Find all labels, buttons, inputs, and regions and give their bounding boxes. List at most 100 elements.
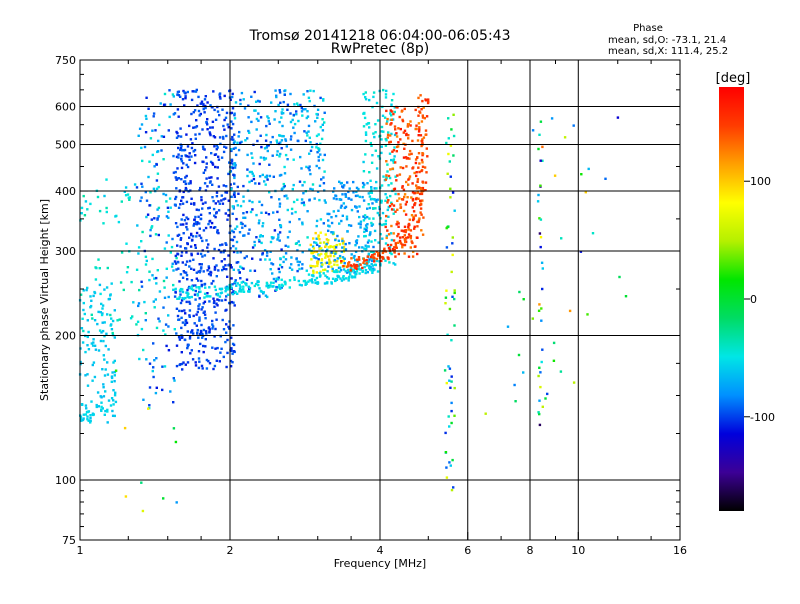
data-point (257, 119, 260, 122)
data-point (113, 394, 117, 397)
data-point (560, 237, 563, 240)
data-point (230, 347, 233, 350)
data-point (173, 203, 177, 206)
data-point (387, 233, 391, 236)
data-point (230, 148, 233, 151)
data-point (409, 246, 412, 249)
data-point (215, 293, 218, 296)
data-point (178, 296, 181, 299)
data-point (306, 210, 309, 213)
data-point (178, 280, 181, 283)
data-point (209, 295, 212, 298)
data-point (217, 248, 221, 252)
data-point (201, 367, 204, 370)
data-point (280, 139, 284, 142)
data-point (132, 301, 135, 304)
data-point (279, 287, 282, 290)
data-point (229, 247, 232, 250)
data-point (386, 208, 389, 212)
data-point (233, 193, 236, 196)
data-point (363, 116, 367, 120)
data-point (184, 319, 188, 322)
data-point (453, 386, 456, 390)
data-point (290, 207, 294, 211)
data-point (235, 199, 238, 203)
data-point (377, 254, 380, 257)
data-point (403, 225, 407, 228)
data-point (339, 277, 342, 280)
data-point (269, 250, 272, 253)
data-point (604, 177, 607, 180)
data-point (203, 292, 207, 295)
data-point (86, 335, 89, 339)
data-point (444, 431, 447, 435)
data-point (201, 336, 204, 339)
data-point (204, 286, 207, 289)
data-point (216, 177, 219, 180)
data-point (214, 288, 217, 292)
data-point (231, 95, 234, 99)
data-point (223, 94, 226, 98)
data-point (361, 195, 364, 199)
data-point (389, 140, 392, 144)
data-point (517, 353, 521, 357)
data-point (283, 172, 287, 175)
data-point (314, 281, 317, 285)
data-point (358, 268, 362, 271)
data-point (450, 339, 453, 342)
data-point (326, 270, 329, 273)
data-point (89, 304, 93, 308)
data-point (84, 413, 87, 416)
data-point (540, 261, 544, 264)
data-point (294, 210, 297, 214)
data-point (293, 131, 296, 135)
data-point (418, 170, 421, 174)
data-point (372, 217, 375, 220)
data-point (177, 94, 181, 97)
data-point (204, 189, 208, 192)
data-point (79, 415, 83, 419)
data-point (194, 215, 197, 219)
data-point (322, 268, 325, 272)
data-point (236, 292, 239, 295)
data-point (257, 222, 261, 225)
data-point (448, 367, 452, 370)
data-point (362, 215, 365, 218)
data-point (315, 276, 319, 280)
data-point (352, 180, 355, 184)
data-point (167, 216, 170, 219)
data-point (142, 398, 145, 401)
data-point (224, 116, 228, 119)
data-point (392, 149, 396, 152)
data-point (315, 250, 319, 253)
data-point (372, 95, 375, 99)
data-point (182, 232, 185, 235)
data-point (248, 286, 252, 290)
x-tick-label: 16 (673, 544, 687, 557)
data-point (233, 176, 236, 180)
data-point (324, 256, 327, 259)
data-point (219, 243, 222, 247)
data-point (388, 261, 391, 264)
data-point (303, 203, 306, 207)
data-point (311, 188, 314, 191)
colorbar-tick-label: -100 (750, 411, 775, 424)
data-point (181, 368, 184, 371)
data-point (335, 270, 338, 274)
data-point (541, 287, 544, 291)
data-point (413, 192, 416, 195)
data-point (342, 259, 345, 262)
data-point (202, 107, 205, 111)
data-point (364, 234, 367, 238)
data-point (404, 229, 408, 232)
data-point (205, 166, 208, 169)
data-point (395, 246, 398, 249)
data-point (242, 195, 245, 198)
data-point (96, 391, 100, 394)
data-point (280, 173, 283, 177)
data-point (86, 384, 90, 387)
data-point (218, 202, 221, 205)
data-point (353, 271, 356, 274)
data-point (156, 172, 160, 175)
data-point (188, 309, 192, 312)
